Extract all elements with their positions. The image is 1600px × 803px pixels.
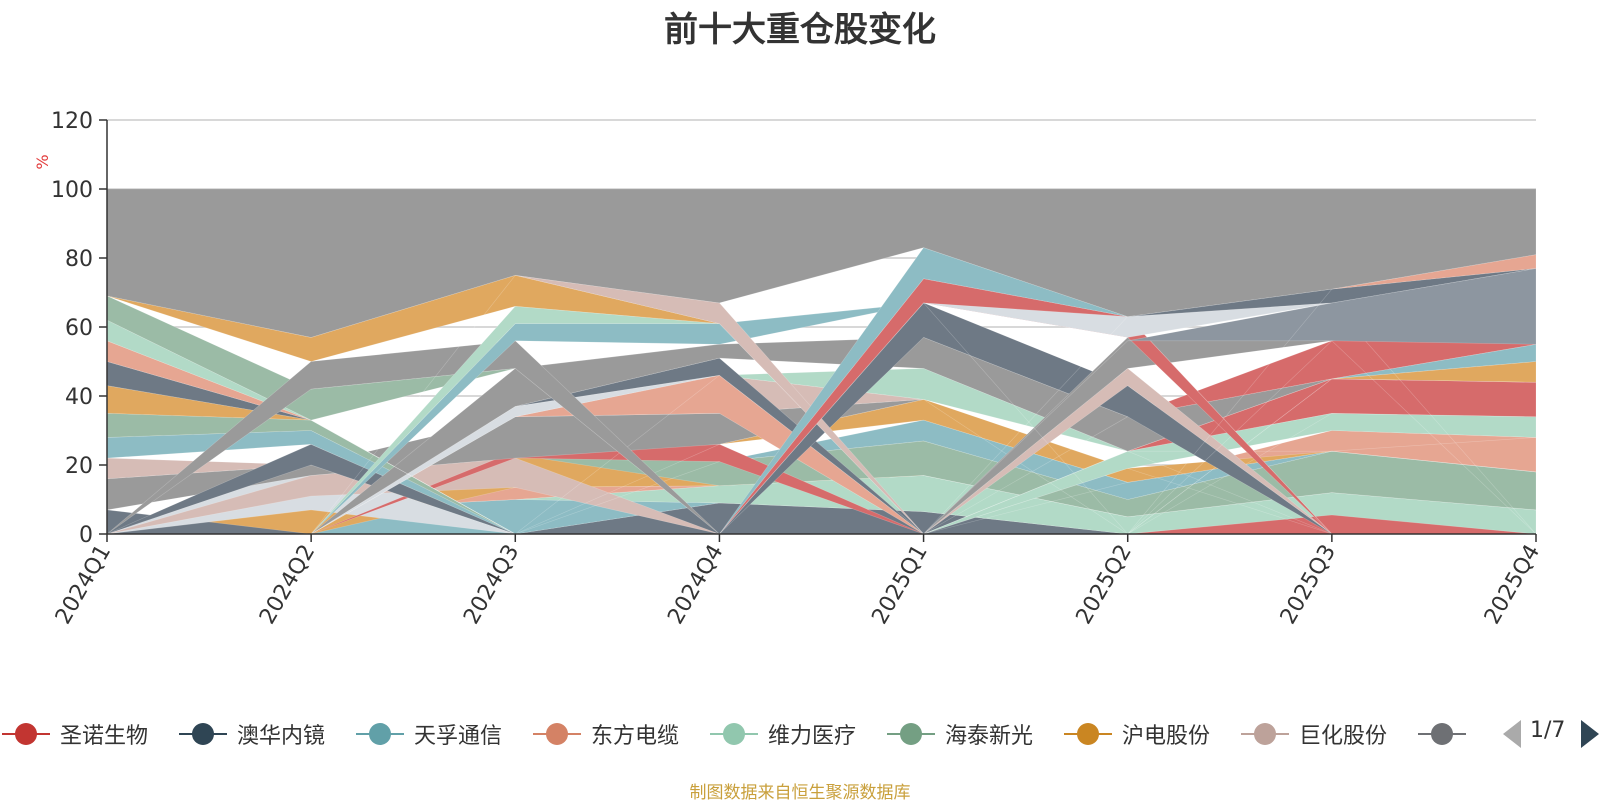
x-tick-label: 2024Q1	[51, 541, 116, 629]
area-band	[107, 305, 1536, 535]
area-band	[107, 368, 1536, 535]
legend-label: 维力医疗	[768, 724, 857, 749]
x-tick-label: 2024Q4	[663, 541, 728, 629]
legend-marker-icon	[723, 723, 745, 745]
legend-label: 澳华内镜	[237, 724, 326, 749]
x-tick-label: 2025Q3	[1276, 541, 1341, 629]
area-band	[107, 274, 1536, 535]
legend-pager: 1/7	[1497, 716, 1600, 752]
legend-marker-icon	[900, 723, 922, 745]
y-tick-label: 120	[51, 109, 93, 134]
legend-marker-icon	[15, 723, 37, 745]
legend-next-page-icon[interactable]	[1581, 720, 1599, 748]
area-band	[106, 188, 1537, 338]
x-tick-label: 2025Q2	[1072, 541, 1137, 629]
legend-page-info: 1/7	[1530, 718, 1566, 743]
y-tick-label: 0	[79, 523, 93, 548]
legend-marker-icon	[1254, 723, 1276, 745]
legend-marker-icon	[369, 723, 391, 745]
x-tick-label: 2024Q2	[255, 541, 320, 629]
legend: 圣诺生物 澳华内镜 天孚通信 东方电缆 维力医疗 海泰新光 沪电股份 巨化股份	[0, 712, 1485, 756]
chart-title: 前十大重仓股变化	[664, 10, 936, 50]
legend-marker-icon	[1431, 723, 1453, 745]
legend-label: 沪电股份	[1122, 724, 1211, 749]
y-tick-label: 20	[65, 454, 93, 479]
legend-prev-page-icon[interactable]	[1503, 720, 1521, 748]
legend-label: 天孚通信	[414, 724, 503, 749]
y-tick-label: 60	[65, 316, 93, 341]
source-note: 制图数据来自恒生聚源数据库	[689, 783, 911, 803]
legend-marker-icon	[192, 723, 214, 745]
y-tick-label: 40	[65, 385, 93, 410]
x-tick-label: 2024Q3	[459, 541, 524, 629]
y-tick-label: 100	[51, 178, 93, 203]
legend-marker-icon	[546, 723, 568, 745]
legend-marker-icon	[1077, 723, 1099, 745]
y-axis-label: %	[33, 154, 52, 169]
legend-label: 东方电缆	[591, 724, 680, 749]
area-band	[106, 340, 1536, 535]
area-band	[106, 274, 1536, 535]
y-tick-label: 80	[65, 247, 93, 272]
legend-label: 圣诺生物	[60, 724, 149, 749]
area-band	[106, 457, 1536, 535]
x-tick-label: 2025Q4	[1480, 541, 1545, 629]
x-tick-label: 2025Q1	[867, 541, 932, 629]
legend-label: 巨化股份	[1299, 724, 1388, 749]
legend-label: 海泰新光	[945, 724, 1034, 749]
